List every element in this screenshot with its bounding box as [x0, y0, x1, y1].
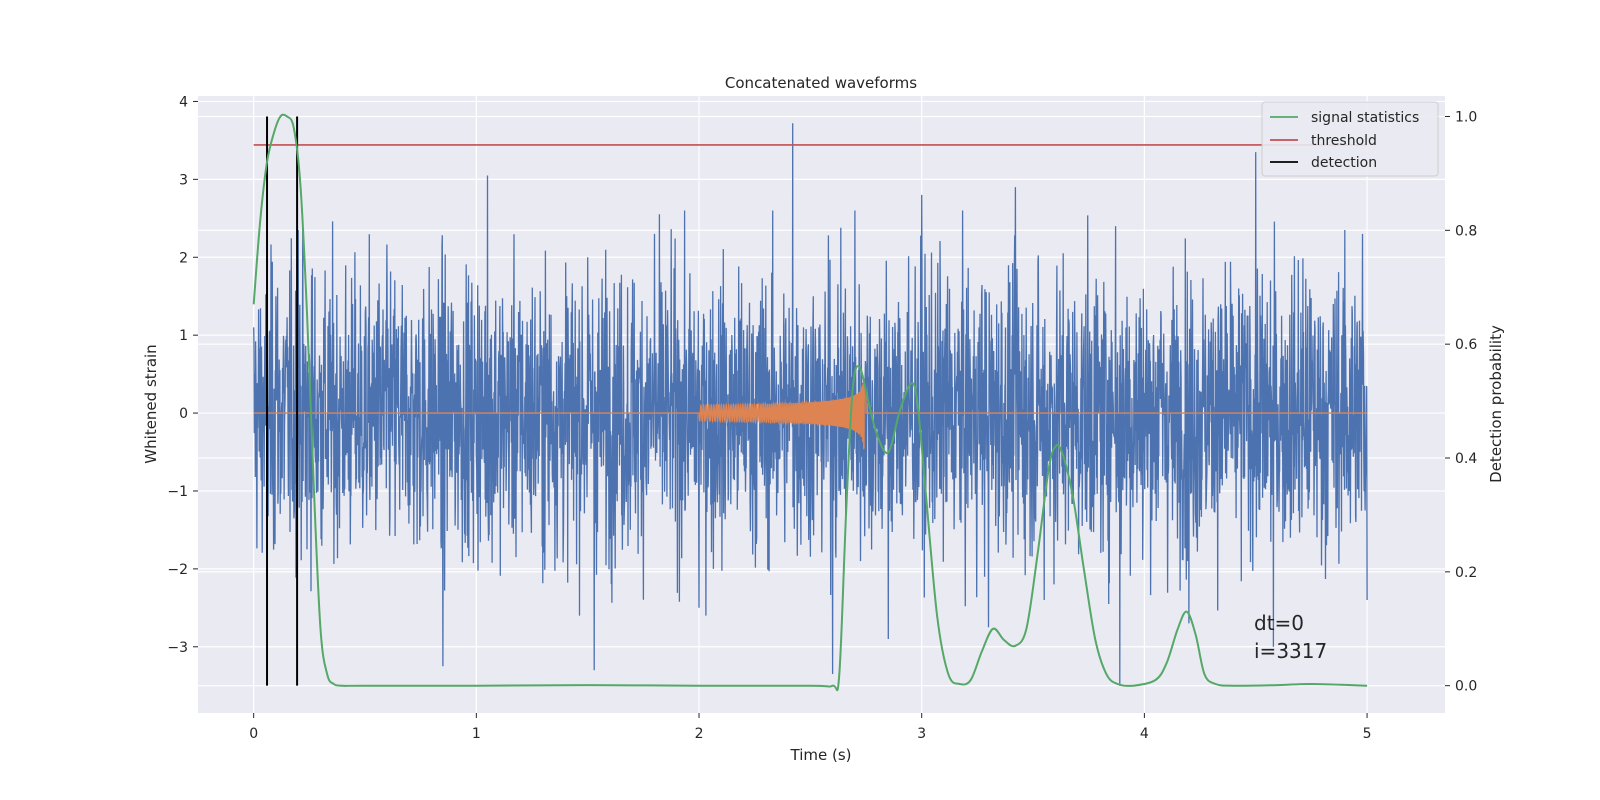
- injection-series-line: [253, 381, 1368, 450]
- y2-tick-label: 0.2: [1455, 565, 1477, 581]
- y-tick-label: 3: [179, 172, 188, 188]
- y-tick-label: −3: [167, 640, 188, 656]
- x-tick-label: 4: [1140, 726, 1149, 742]
- y-tick-label: 0: [179, 406, 188, 422]
- plot-area: [252, 113, 1368, 691]
- annotation-dt: dt=0: [1254, 611, 1304, 635]
- x-tick-label: 2: [695, 726, 704, 742]
- y2-tick-label: 0.4: [1455, 451, 1477, 467]
- y-tick-label: −1: [167, 484, 188, 500]
- y2-tick-label: 1.0: [1455, 109, 1477, 125]
- legend-label-signal-statistics: signal statistics: [1311, 110, 1419, 126]
- x-axis-label: Time (s): [790, 746, 852, 764]
- y2-tick-label: 0.8: [1455, 223, 1477, 239]
- annotation-index: i=3317: [1254, 639, 1327, 663]
- y-tick-label: −2: [167, 562, 188, 578]
- y2-tick-label: 0.0: [1455, 679, 1477, 695]
- axis-ticks: 0 1 2 3 4 5 4 3 2 1 0 −1 −2 −3 1.0 0.8 0.6 0.4 0.2 0.0: [167, 94, 1477, 742]
- legend-box: [1261, 101, 1439, 177]
- signal-statistics-line: [252, 113, 1368, 691]
- x-tick-label: 1: [472, 726, 481, 742]
- legend: signal statistics threshold detection: [1261, 101, 1439, 177]
- legend-label-detection: detection: [1311, 155, 1377, 171]
- x-tick-label: 5: [1363, 726, 1372, 742]
- x-tick-label: 0: [249, 726, 258, 742]
- noise-series-line: [253, 123, 1368, 686]
- chart-title: Concatenated waveforms: [725, 74, 917, 92]
- y-tick-label: 4: [179, 94, 188, 110]
- x-tick-label: 3: [917, 726, 926, 742]
- y-axis-label: Whitened strain: [142, 344, 160, 463]
- y-tick-label: 2: [179, 250, 188, 266]
- y-tick-label: 1: [179, 328, 188, 344]
- y2-tick-label: 0.6: [1455, 337, 1477, 353]
- legend-label-threshold: threshold: [1311, 133, 1377, 149]
- y2-axis-label: Detection probability: [1487, 325, 1505, 483]
